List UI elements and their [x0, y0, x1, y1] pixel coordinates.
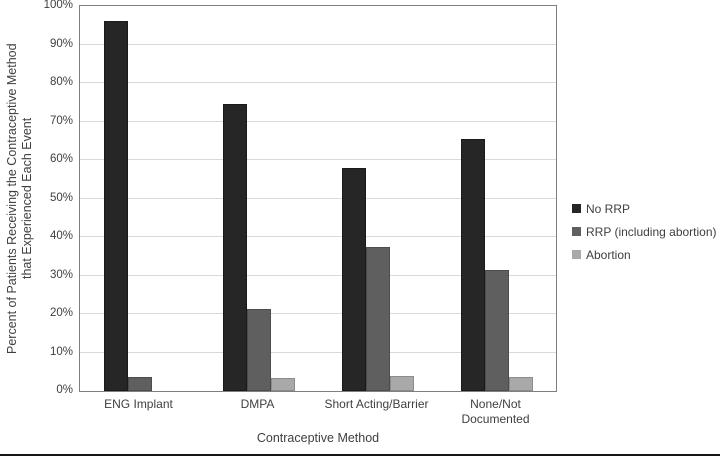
- gridline: [80, 313, 556, 314]
- bar-no-rrp-none-not-documented: [460, 139, 485, 391]
- y-tick-label-0: 0%: [56, 384, 73, 396]
- gridline: [80, 197, 556, 199]
- y-axis-ticks: 0% 10% 20% 30% 40% 50% 60% 70% 80% 90% 100%: [0, 0, 73, 456]
- x-tick-label-dmpa: DMPA: [240, 397, 275, 411]
- y-tick-label-100: 100%: [43, 0, 73, 11]
- legend-swatch-square-icon: [572, 204, 581, 213]
- legend-item-rrp-including-abortion: RRP (including abortion): [572, 220, 717, 243]
- gridline: [80, 43, 556, 45]
- x-axis-title: Contraceptive Method: [256, 431, 380, 445]
- x-tick-label-short-acting-barrier: Short Acting/Barrier: [324, 397, 429, 411]
- gridline: [80, 351, 556, 353]
- x-tick-label-eng-implant: ENG Implant: [104, 397, 173, 411]
- legend-swatch-square-icon: [572, 227, 581, 236]
- legend: No RRP RRP (including abortion) Abortion: [572, 197, 717, 266]
- x-axis-ticks: ENG Implant DMPA Short Acting/Barrier None/…: [79, 397, 557, 429]
- y-tick-label-90: 90%: [49, 37, 73, 50]
- x-tick-label-none-not-documented: None/Not Documented: [461, 397, 530, 426]
- bar-rrp-including-abortion-eng-implant: [127, 377, 152, 391]
- bar-no-rrp-dmpa: [222, 104, 247, 391]
- bar-rrp-including-abortion-none-not-documented: [484, 269, 509, 391]
- legend-label: RRP (including abortion): [586, 224, 717, 239]
- bar-abortion-none-not-documented: [508, 376, 533, 391]
- legend-item-abortion: Abortion: [572, 243, 717, 266]
- y-tick-label-70: 70%: [49, 114, 73, 127]
- plot-area: [79, 5, 557, 392]
- gridline: [80, 236, 556, 237]
- gridline: [80, 274, 556, 276]
- y-tick-label-20: 20%: [49, 307, 73, 319]
- gridline: [80, 82, 556, 83]
- y-tick-label-80: 80%: [49, 76, 73, 88]
- y-tick-label-30: 30%: [49, 268, 73, 281]
- figure-bottom-rule: [0, 454, 720, 456]
- bar-no-rrp-eng-implant: [103, 21, 128, 391]
- bar-rrp-including-abortion-dmpa: [246, 308, 271, 391]
- bar-abortion-short-acting-barrier: [389, 376, 414, 391]
- gridline: [80, 159, 556, 160]
- bar-rrp-including-abortion-short-acting-barrier: [365, 247, 390, 391]
- y-tick-label-50: 50%: [49, 191, 73, 204]
- y-tick-label-60: 60%: [49, 153, 73, 165]
- bar-abortion-dmpa: [270, 377, 295, 391]
- legend-label: Abortion: [586, 247, 631, 262]
- y-tick-label-10: 10%: [49, 345, 73, 358]
- bar-no-rrp-short-acting-barrier: [341, 167, 366, 391]
- legend-label: No RRP: [586, 201, 631, 216]
- legend-item-no-rrp: No RRP: [572, 197, 717, 220]
- y-tick-label-40: 40%: [49, 230, 73, 242]
- gridline: [80, 120, 556, 122]
- legend-swatch-square-icon: [572, 250, 581, 259]
